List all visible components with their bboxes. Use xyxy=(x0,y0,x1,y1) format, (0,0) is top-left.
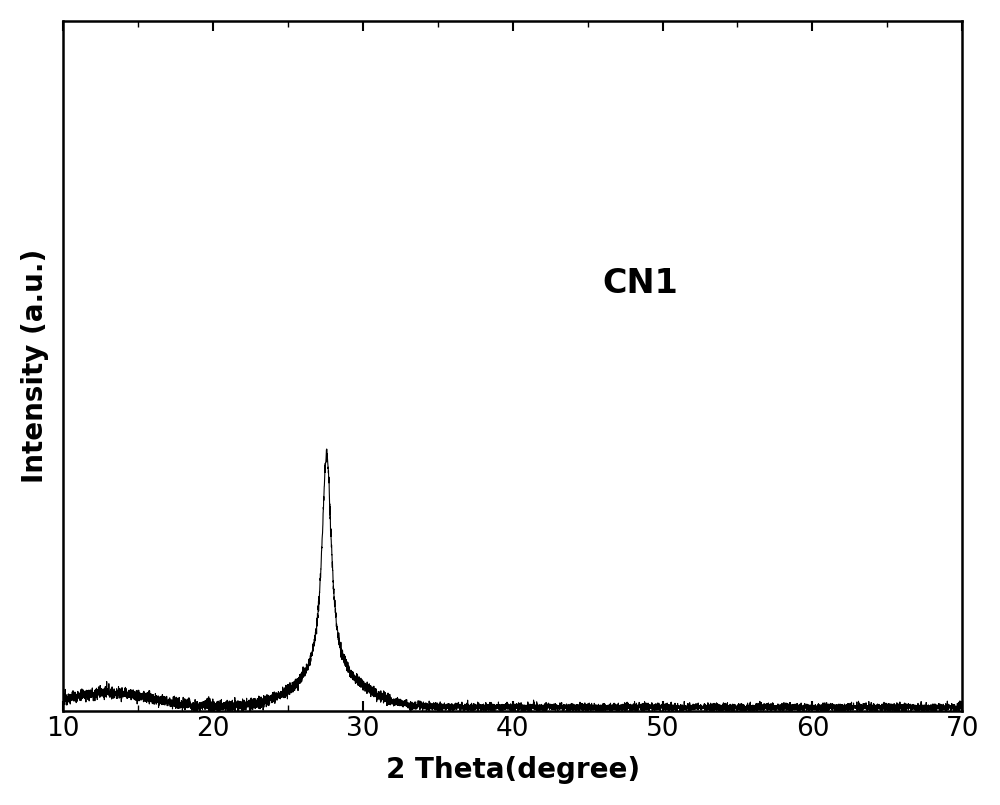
X-axis label: 2 Theta(degree): 2 Theta(degree) xyxy=(386,756,640,784)
Y-axis label: Intensity (a.u.): Intensity (a.u.) xyxy=(21,249,49,483)
Text: CN1: CN1 xyxy=(603,266,678,299)
